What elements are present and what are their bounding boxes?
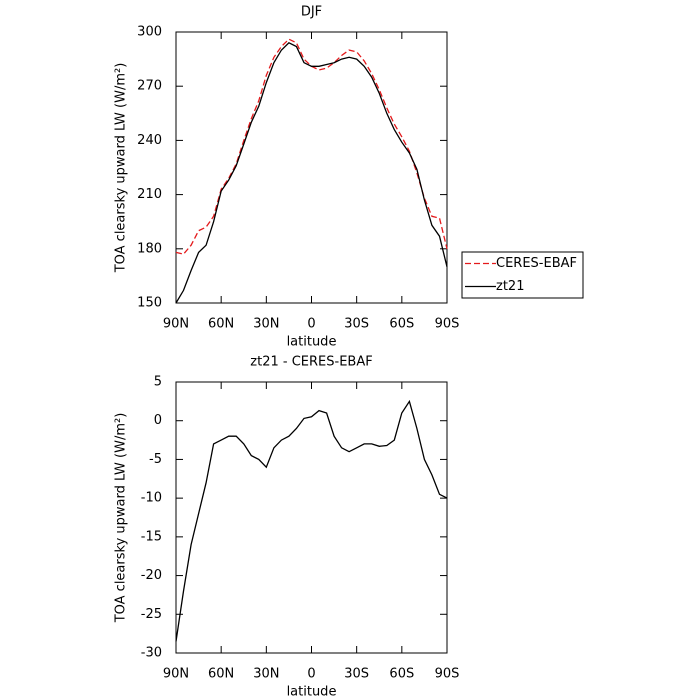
x-tick-label: 30N (253, 667, 279, 682)
chart-title: DJF (301, 5, 322, 20)
x-tick-label: 30S (344, 667, 369, 682)
y-tick-label: 0 (154, 413, 162, 428)
y-tick-label: 150 (137, 296, 162, 311)
y-tick-label: 270 (137, 79, 162, 94)
y-tick-label: -5 (149, 452, 162, 467)
y-tick-label: -25 (141, 607, 162, 622)
x-tick-label: 30S (344, 317, 369, 332)
x-tick-label: 90N (163, 667, 189, 682)
legend-label: zt21 (496, 279, 524, 294)
legend-label: CERES-EBAF (496, 256, 577, 271)
chart-title: zt21 - CERES-EBAF (250, 355, 372, 370)
x-tick-label: 60S (389, 317, 414, 332)
y-tick-label: 180 (137, 241, 162, 256)
x-tick-label: 90N (163, 317, 189, 332)
y-tick-label: 5 (154, 375, 162, 390)
x-axis-label: latitude (287, 335, 337, 350)
series-line (175, 38, 448, 255)
x-tick-label: 90S (435, 317, 460, 332)
x-tick-label: 60N (208, 667, 234, 682)
y-tick-label: -15 (141, 529, 162, 544)
x-tick-label: 30N (253, 317, 279, 332)
x-tick-label: 60N (208, 317, 234, 332)
y-tick-label: -10 (141, 491, 162, 506)
y-axis-label: TOA clearsky upward LW (W/m²) (114, 63, 129, 274)
plot-frame (175, 31, 448, 304)
x-tick-label: 0 (307, 667, 315, 682)
data-line (175, 399, 448, 642)
x-tick-label: 90S (435, 667, 460, 682)
y-tick-label: 210 (137, 187, 162, 202)
y-axis-label: TOA clearsky upward LW (W/m²) (114, 413, 129, 624)
x-tick-label: 0 (307, 317, 315, 332)
y-tick-label: -20 (141, 568, 162, 583)
plot-frame (175, 381, 448, 654)
y-tick-label: -30 (141, 646, 162, 661)
y-tick-label: 300 (137, 25, 162, 40)
x-tick-label: 60S (389, 667, 414, 682)
series-line (175, 42, 448, 304)
x-axis-label: latitude (287, 685, 337, 700)
legend-box (461, 251, 584, 299)
y-tick-label: 240 (137, 133, 162, 148)
